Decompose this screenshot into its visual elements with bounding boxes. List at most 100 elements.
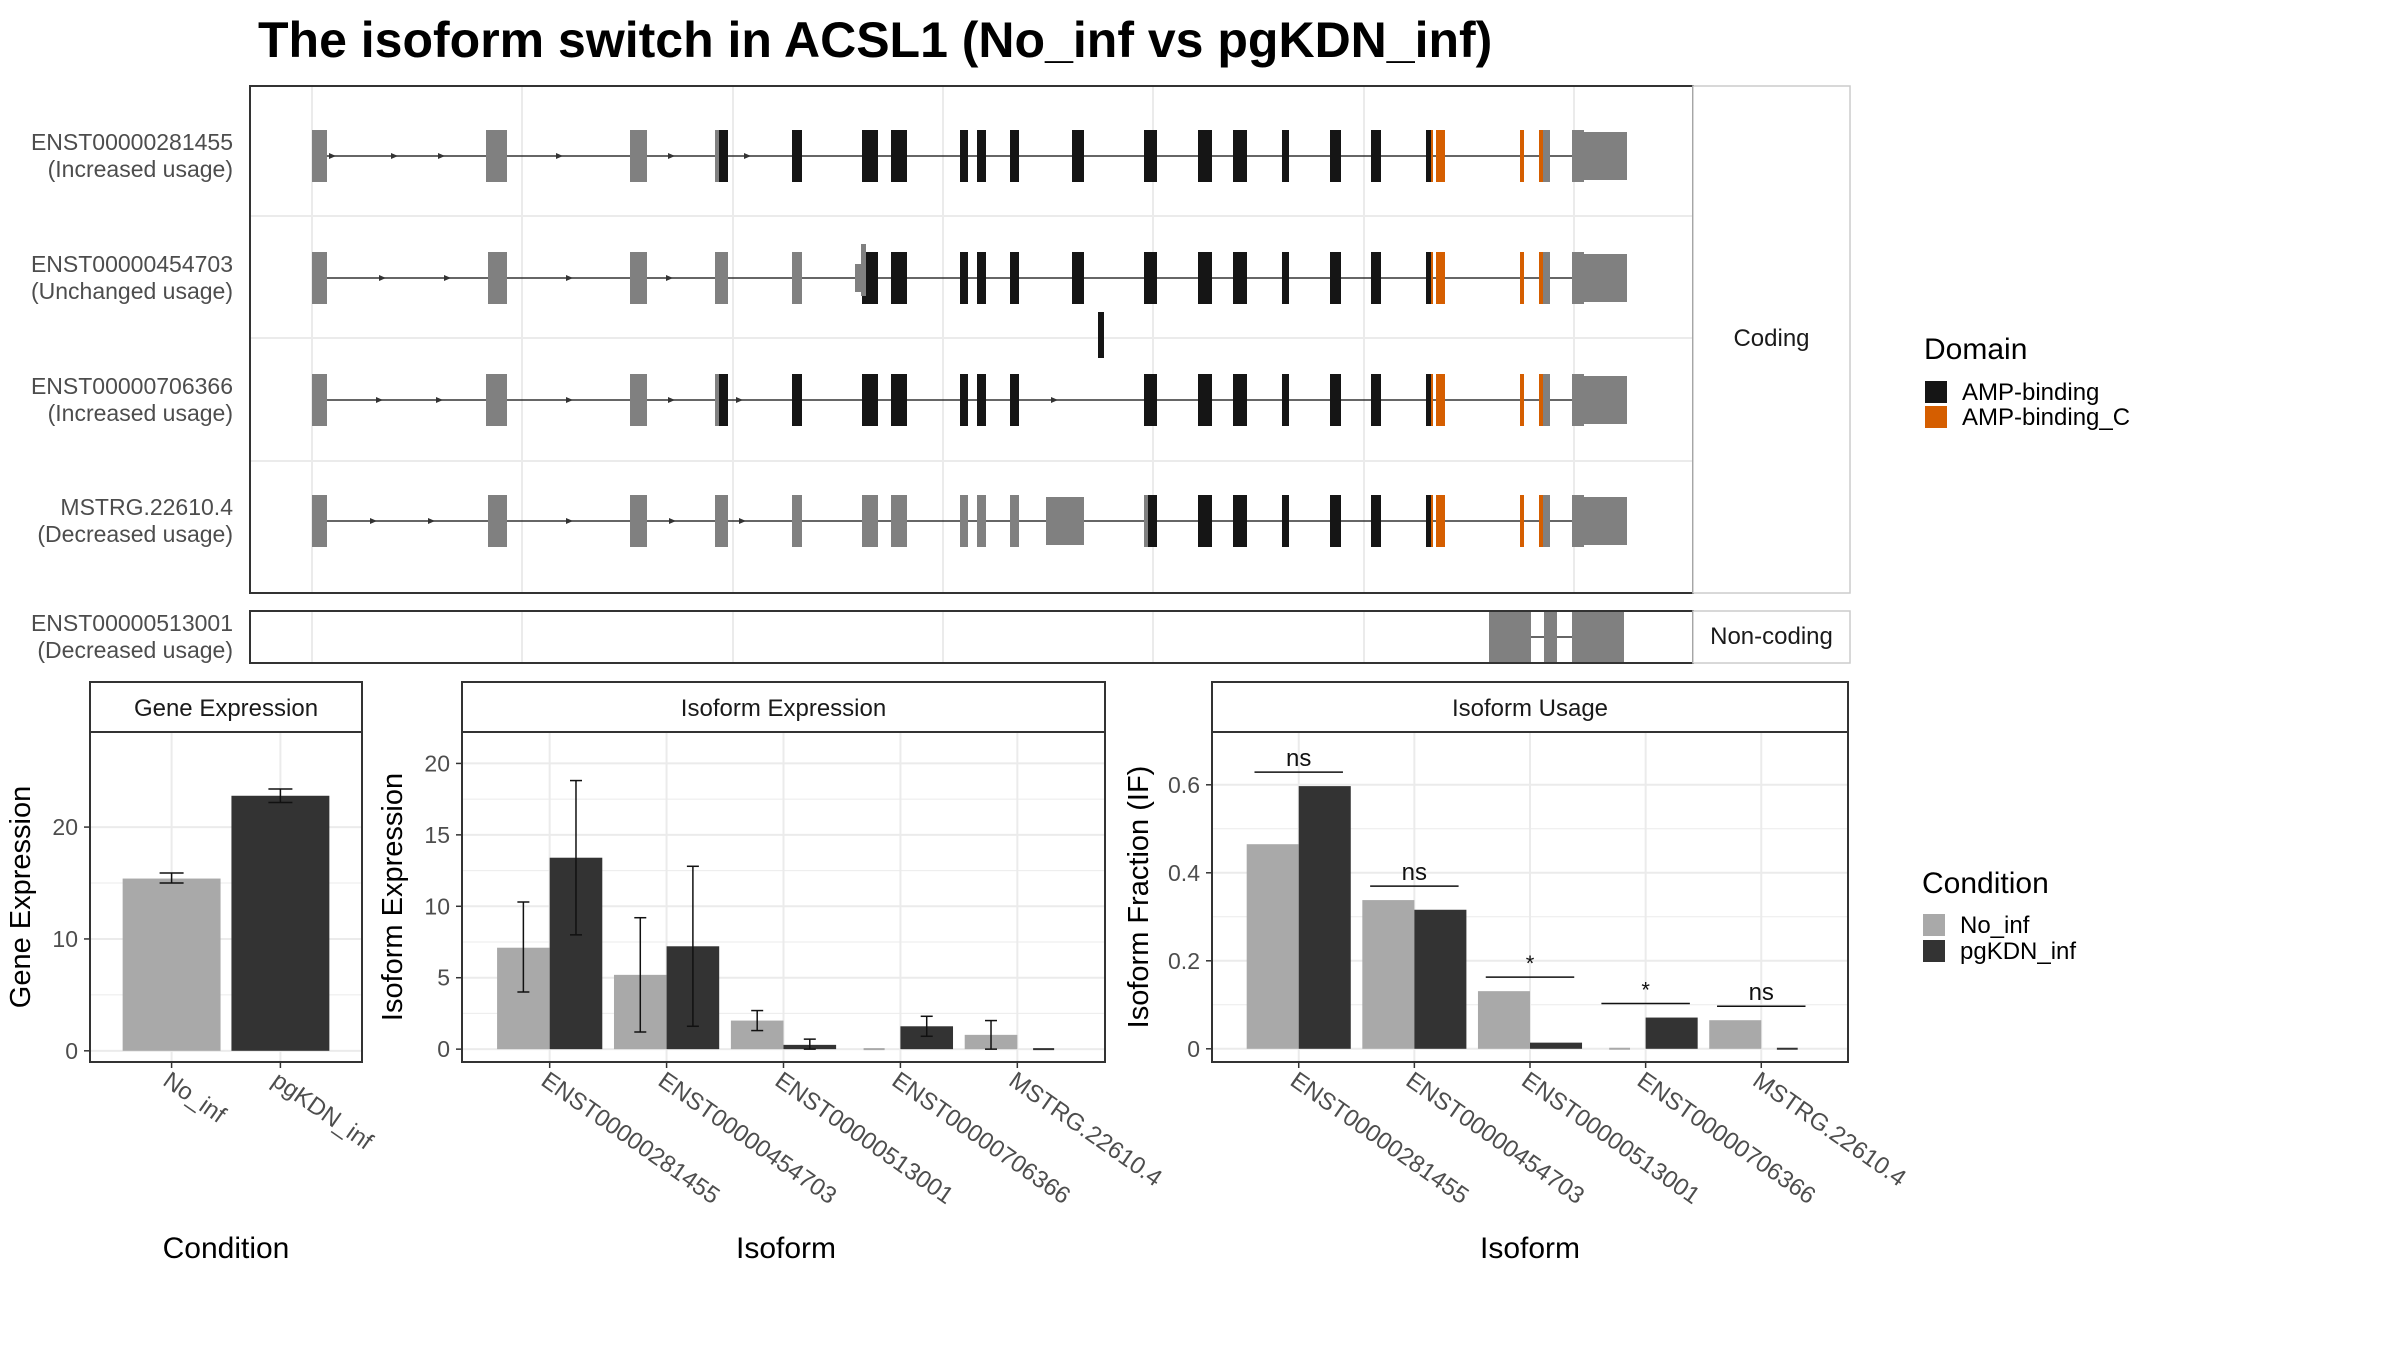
exon-amp-binding [1144, 252, 1157, 304]
panel-title: Isoform Usage [1452, 695, 1608, 722]
intron-arrow [668, 397, 675, 403]
legend-domain-key [1925, 381, 1947, 403]
exon-amp-binding-c [1431, 374, 1433, 426]
transcript-id-label: ENST00000706366 [31, 373, 233, 399]
bar-panels: Gene Expression 0 10 20 No_inf pgKDN_inf Gene … [5, 681, 1911, 1265]
exon-amp-binding-c [1520, 495, 1524, 547]
exon-amp-binding-c [1539, 130, 1543, 182]
exon-noncoding-part [488, 130, 507, 182]
y-tick-label: 20 [52, 814, 78, 840]
legend-condition-label: pgKDN_inf [1960, 938, 2076, 965]
exon-amp-binding [1010, 130, 1019, 182]
bar-panel-1: Isoform Expression05101520ENST0000028145… [377, 681, 1167, 1265]
exon-noncoding-part [630, 374, 647, 426]
bar-No_inf [1477, 991, 1530, 1049]
exon-noncoding [1572, 612, 1624, 662]
exon-amp-binding [1282, 495, 1289, 547]
exon-noncoding-part [630, 495, 647, 547]
exon-amp-binding [1371, 252, 1381, 304]
exon-amp-binding-c [1520, 374, 1524, 426]
exon-amp-binding [960, 130, 968, 182]
exon-amp-binding [1072, 130, 1084, 182]
exon-amp-binding-c [1520, 252, 1524, 304]
exon-utr-end [1597, 387, 1627, 413]
exon-amp-binding [1330, 252, 1341, 304]
exon-amp-binding [1233, 252, 1247, 304]
intron-arrow [379, 275, 386, 281]
exon-amp-binding [862, 130, 878, 182]
intron-arrow [736, 397, 743, 403]
exon-amp-binding [1010, 374, 1019, 426]
exon-amp-binding-c [1431, 130, 1433, 182]
exon-noncoding-part [1572, 252, 1584, 304]
bar-pgKDN_inf [1530, 1042, 1583, 1049]
significance-label: ns [1402, 859, 1427, 886]
legend-domain-title: Domain [1924, 333, 2027, 366]
exon-amp-binding [1148, 495, 1157, 547]
exon-amp-binding-c [1431, 495, 1433, 547]
exon-amp-binding [792, 374, 802, 426]
y-tick-label: 0 [1187, 1036, 1200, 1062]
exon-amp-binding [891, 374, 907, 426]
intron-arrow [428, 518, 435, 524]
y-axis-title: Isoform Fraction (IF) [1123, 766, 1155, 1029]
intron-arrow [556, 153, 563, 159]
exon-amp-binding [719, 374, 728, 426]
exon-noncoding-part [1046, 497, 1084, 545]
significance-label: * [1641, 978, 1650, 1003]
bar-No_inf [1362, 900, 1415, 1049]
exon-amp-binding-c [1436, 374, 1445, 426]
intron-arrow [739, 518, 746, 524]
transcript-structure-panel: CodingNon-codingENST00000281455(Increase… [31, 85, 1851, 664]
exon-amp-binding [862, 374, 878, 426]
exon-amp-binding [977, 374, 986, 426]
exon-noncoding-part [488, 374, 507, 426]
legend-domain-label: AMP-binding_C [1962, 404, 2130, 431]
bar-No_inf [1246, 844, 1299, 1049]
intron-arrow [1051, 397, 1058, 403]
legend-condition-title: Condition [1922, 867, 2049, 900]
legend-condition-key [1923, 940, 1945, 962]
intron-arrow [376, 397, 383, 403]
transcript-id-label: ENST00000281455 [31, 129, 233, 155]
panel-title: Gene Expression [134, 695, 318, 722]
intron-arrow [566, 518, 573, 524]
y-tick-label: 0.2 [1168, 948, 1200, 974]
noncoding-panel-border [249, 610, 1694, 664]
exon-amp-binding [1426, 252, 1431, 304]
exon-noncoding-part [1543, 252, 1550, 304]
noncoding-strip [1692, 610, 1851, 664]
exon-amp-binding [1282, 130, 1289, 182]
legend-condition-key [1923, 914, 1945, 936]
bar-pgKDN_inf [1645, 1017, 1698, 1049]
exon-amp-binding [1098, 312, 1104, 358]
exon-noncoding-part [1572, 130, 1584, 182]
y-tick-label: 10 [424, 893, 450, 919]
transcript-usage-label: (Unchanged usage) [31, 278, 233, 304]
exon-noncoding-part [1572, 374, 1584, 426]
exon-amp-binding-c [1436, 495, 1445, 547]
bar-pgKDN_inf [1414, 909, 1467, 1049]
coding-panel-bg [250, 86, 1693, 593]
exon-amp-binding [1198, 495, 1212, 547]
exon-amp-binding-c [1539, 495, 1543, 547]
exon-noncoding-part [1543, 495, 1550, 547]
exon-noncoding-part [792, 252, 802, 304]
coding-strip [1692, 85, 1851, 594]
coding-strip-label: Coding [1733, 325, 1809, 352]
intron-arrow [438, 153, 445, 159]
exon-noncoding-part [488, 252, 507, 304]
exon-amp-binding-c [1431, 252, 1433, 304]
intron-arrow [444, 275, 451, 281]
exon-noncoding-part [862, 495, 878, 547]
exon-noncoding-part [861, 244, 866, 296]
intron-arrow [329, 153, 336, 159]
x-tick-label: No_inf [158, 1067, 231, 1129]
intron-arrow [668, 153, 675, 159]
exon-amp-binding [891, 252, 907, 304]
y-tick-label: 5 [437, 965, 450, 991]
bar-pgKDN_inf [231, 795, 330, 1051]
